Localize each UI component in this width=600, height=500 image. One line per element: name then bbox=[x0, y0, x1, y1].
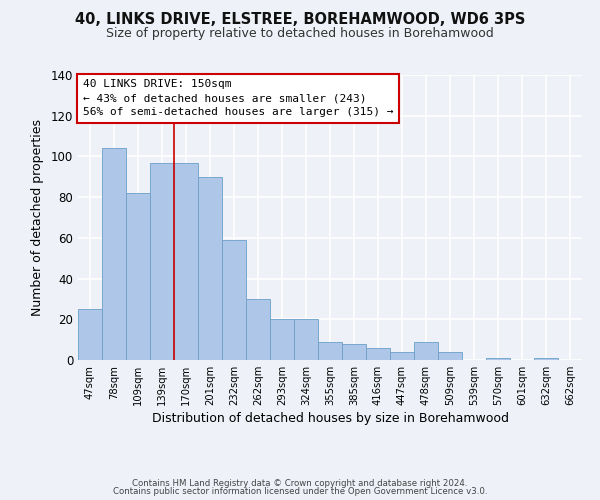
Text: Contains public sector information licensed under the Open Government Licence v3: Contains public sector information licen… bbox=[113, 487, 487, 496]
Bar bbox=[294, 320, 318, 360]
Bar bbox=[438, 352, 462, 360]
Bar bbox=[150, 162, 174, 360]
Bar bbox=[246, 299, 270, 360]
Bar bbox=[486, 358, 510, 360]
Bar bbox=[366, 348, 390, 360]
Bar bbox=[318, 342, 342, 360]
Bar bbox=[270, 320, 294, 360]
Y-axis label: Number of detached properties: Number of detached properties bbox=[31, 119, 44, 316]
Bar bbox=[126, 193, 150, 360]
Text: Size of property relative to detached houses in Borehamwood: Size of property relative to detached ho… bbox=[106, 28, 494, 40]
Bar bbox=[174, 162, 198, 360]
Text: Contains HM Land Registry data © Crown copyright and database right 2024.: Contains HM Land Registry data © Crown c… bbox=[132, 478, 468, 488]
Bar bbox=[102, 148, 126, 360]
Bar bbox=[342, 344, 366, 360]
Bar bbox=[198, 177, 222, 360]
Bar bbox=[78, 309, 102, 360]
Text: 40 LINKS DRIVE: 150sqm
← 43% of detached houses are smaller (243)
56% of semi-de: 40 LINKS DRIVE: 150sqm ← 43% of detached… bbox=[83, 80, 394, 118]
X-axis label: Distribution of detached houses by size in Borehamwood: Distribution of detached houses by size … bbox=[151, 412, 509, 425]
Bar bbox=[534, 358, 558, 360]
Bar bbox=[414, 342, 438, 360]
Text: 40, LINKS DRIVE, ELSTREE, BOREHAMWOOD, WD6 3PS: 40, LINKS DRIVE, ELSTREE, BOREHAMWOOD, W… bbox=[75, 12, 525, 28]
Bar bbox=[390, 352, 414, 360]
Bar bbox=[222, 240, 246, 360]
